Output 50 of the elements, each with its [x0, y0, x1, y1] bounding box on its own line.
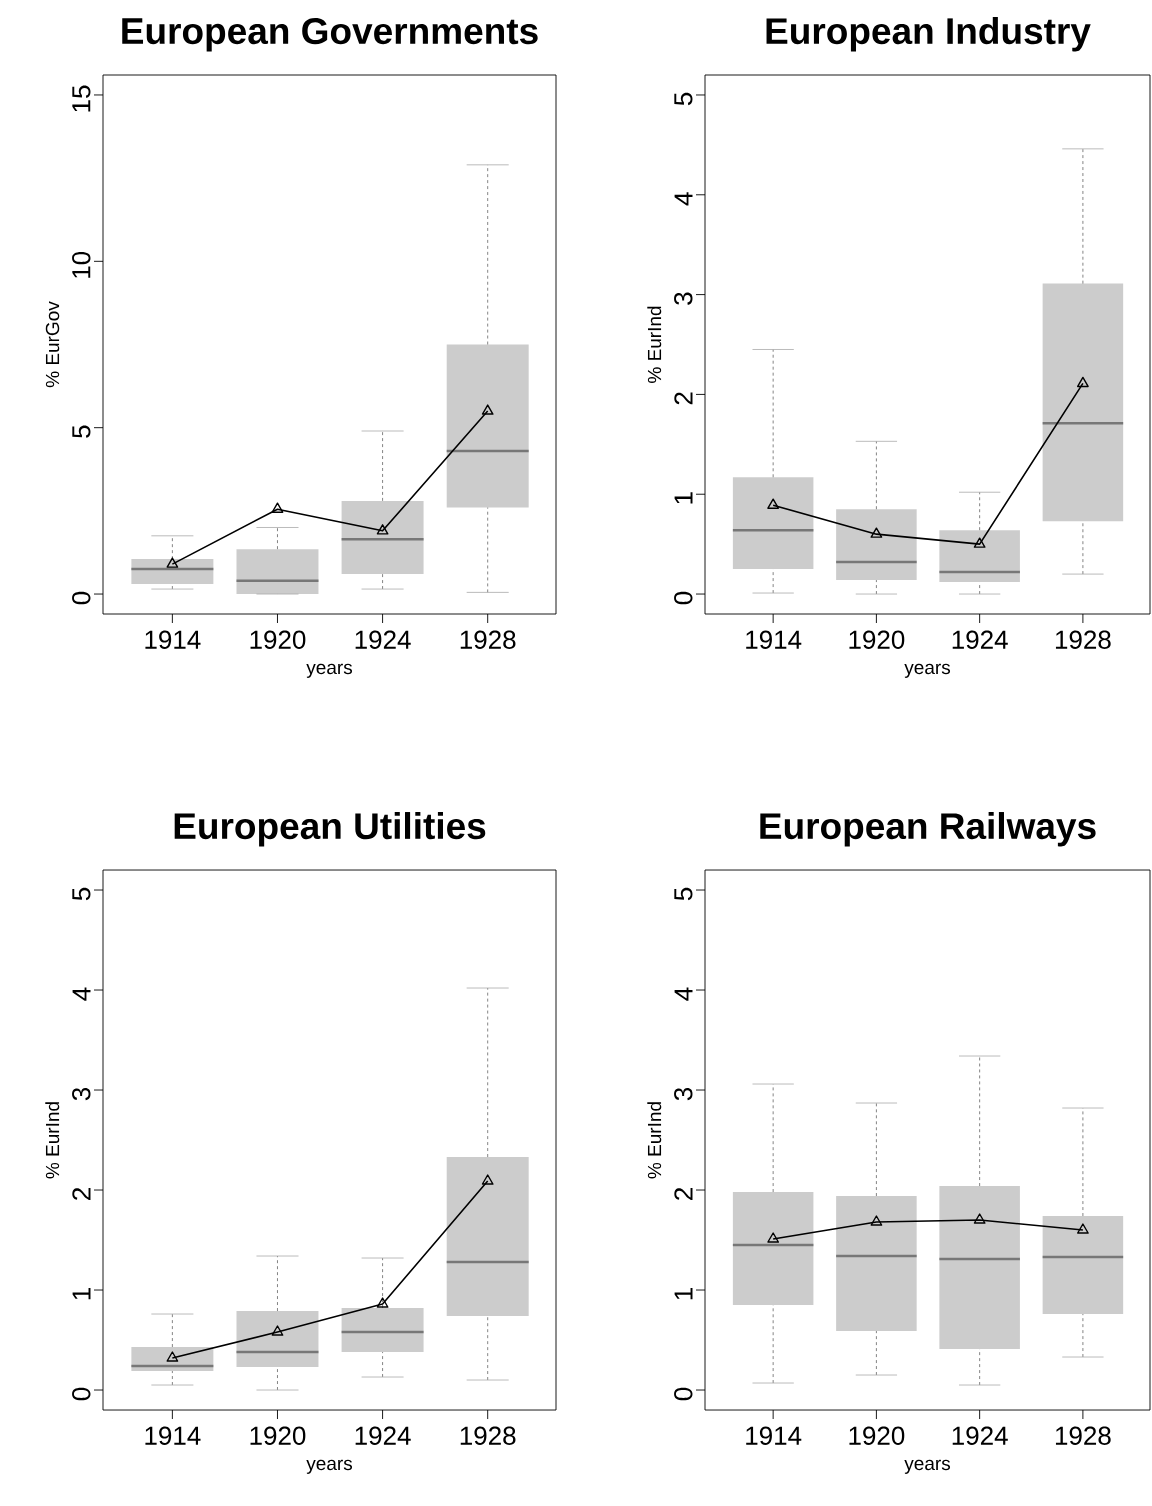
x-tick-label: 1924: [952, 630, 1008, 649]
y-tick-label: 5: [72, 887, 91, 901]
y-tick-label: 0: [674, 591, 693, 605]
x-tick-label: 1920: [250, 1426, 306, 1445]
y-tick-label: 1: [674, 492, 693, 504]
y-tick-label: 2: [674, 1188, 693, 1200]
x-tick-label: 1914: [145, 630, 201, 649]
y-tick-label: 3: [674, 1087, 693, 1101]
x-tick-label: 1928: [460, 630, 516, 649]
x-axis-title: years: [306, 1459, 353, 1474]
y-tick-label: 5: [674, 92, 693, 106]
x-axis-title: years: [306, 663, 353, 678]
y-tick-label: 3: [72, 1087, 91, 1101]
y-axis-title: % EurGov: [45, 301, 60, 388]
y-tick-label: 0: [72, 591, 91, 605]
x-tick-label: 1914: [746, 1426, 802, 1445]
x-tick-label: 1928: [1055, 630, 1111, 649]
chart-title: European Industry: [766, 17, 1091, 52]
y-axis-title: % EurInd: [647, 306, 662, 383]
y-tick-label: 3: [674, 292, 693, 305]
x-axis-title: years: [904, 663, 951, 678]
x-tick-label: 1928: [1055, 1426, 1111, 1445]
chart-title: European Governments: [122, 18, 538, 52]
y-tick-label: 0: [674, 1387, 693, 1401]
x-tick-label: 1928: [460, 1426, 516, 1445]
y-axis-title: % EurInd: [647, 1102, 662, 1179]
y-axis-title: % EurInd: [45, 1102, 60, 1179]
y-tick-label: 4: [72, 987, 91, 1001]
x-tick-label: 1920: [849, 630, 905, 649]
x-tick-label: 1920: [849, 1426, 905, 1445]
y-tick-label: 5: [674, 887, 693, 901]
y-tick-label: 2: [72, 1188, 91, 1200]
y-tick-label: 2: [674, 392, 693, 405]
y-tick-label: 1: [72, 1288, 91, 1300]
y-tick-label: 1: [674, 1288, 693, 1300]
x-axis-title: years: [904, 1459, 951, 1474]
x-tick-label: 1924: [355, 1426, 411, 1445]
y-tick-label: 5: [72, 425, 91, 438]
y-tick-label: 4: [674, 987, 693, 1001]
y-tick-label: 10: [72, 251, 91, 278]
x-tick-label: 1920: [250, 630, 306, 649]
y-tick-label: 4: [674, 192, 693, 206]
x-tick-label: 1914: [145, 1426, 201, 1445]
y-tick-label: 15: [72, 85, 91, 112]
x-tick-label: 1924: [952, 1426, 1008, 1445]
x-tick-label: 1914: [746, 630, 802, 649]
chart-title: European Utilities: [174, 812, 486, 847]
y-tick-label: 0: [72, 1387, 91, 1401]
x-tick-label: 1924: [355, 630, 411, 649]
chart-title: European Railways: [760, 812, 1096, 847]
